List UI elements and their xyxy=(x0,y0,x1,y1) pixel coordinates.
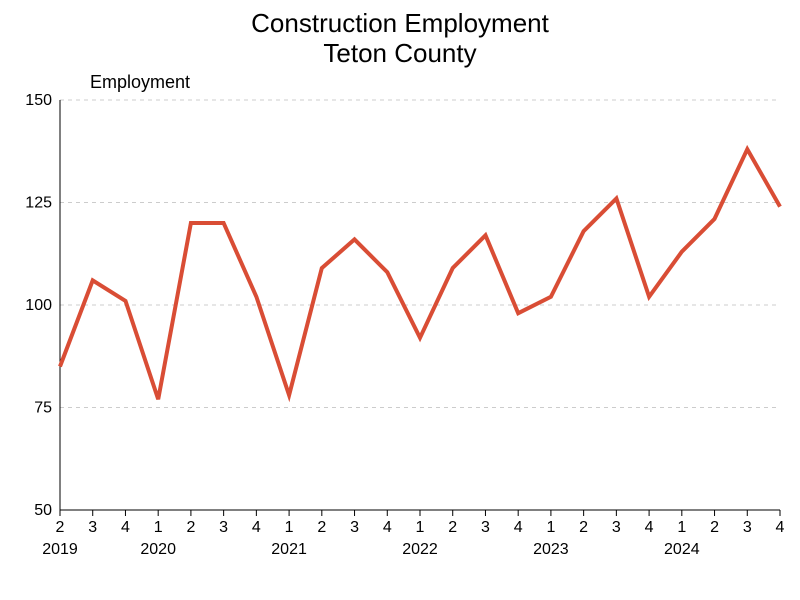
x-quarter-label: 1 xyxy=(154,519,163,536)
x-quarter-label: 4 xyxy=(514,519,523,536)
employment-line xyxy=(60,149,780,399)
x-quarter-label: 3 xyxy=(219,519,228,536)
x-quarter-label: 3 xyxy=(612,519,621,536)
x-year-label: 2020 xyxy=(140,541,176,558)
x-quarter-label: 1 xyxy=(416,519,425,536)
y-tick-label: 150 xyxy=(25,92,52,109)
x-quarter-label: 4 xyxy=(383,519,392,536)
y-tick-label: 50 xyxy=(34,502,52,519)
x-quarter-label: 1 xyxy=(285,519,294,536)
x-quarter-label: 1 xyxy=(546,519,555,536)
x-quarter-label: 3 xyxy=(743,519,752,536)
x-quarter-label: 1 xyxy=(677,519,686,536)
x-quarter-label: 3 xyxy=(350,519,359,536)
x-quarter-label: 4 xyxy=(252,519,261,536)
x-quarter-label: 2 xyxy=(579,519,588,536)
y-tick-label: 100 xyxy=(25,297,52,314)
x-year-label: 2019 xyxy=(42,541,78,558)
x-year-label: 2022 xyxy=(402,541,438,558)
x-year-label: 2023 xyxy=(533,541,569,558)
x-quarter-label: 4 xyxy=(645,519,654,536)
x-quarter-label: 2 xyxy=(448,519,457,536)
x-quarter-label: 4 xyxy=(121,519,130,536)
x-quarter-label: 3 xyxy=(481,519,490,536)
x-quarter-label: 2 xyxy=(710,519,719,536)
chart-svg: 50 75 100 125 150 2 3 4 1 2 3 4 1 2 3 4 1 2 3 4 1 2 3 4 1 2 3 4 2019… xyxy=(0,0,800,600)
y-tick-label: 125 xyxy=(25,195,52,212)
x-quarter-label: 2 xyxy=(186,519,195,536)
x-quarter-label: 4 xyxy=(776,519,785,536)
x-quarter-label: 3 xyxy=(88,519,97,536)
x-quarter-label: 2 xyxy=(56,519,65,536)
x-year-label: 2021 xyxy=(271,541,307,558)
y-tick-label: 75 xyxy=(34,400,52,417)
x-quarter-label: 2 xyxy=(317,519,326,536)
chart-container: Construction Employment Teton County Emp… xyxy=(0,0,800,600)
x-year-label: 2024 xyxy=(664,541,700,558)
